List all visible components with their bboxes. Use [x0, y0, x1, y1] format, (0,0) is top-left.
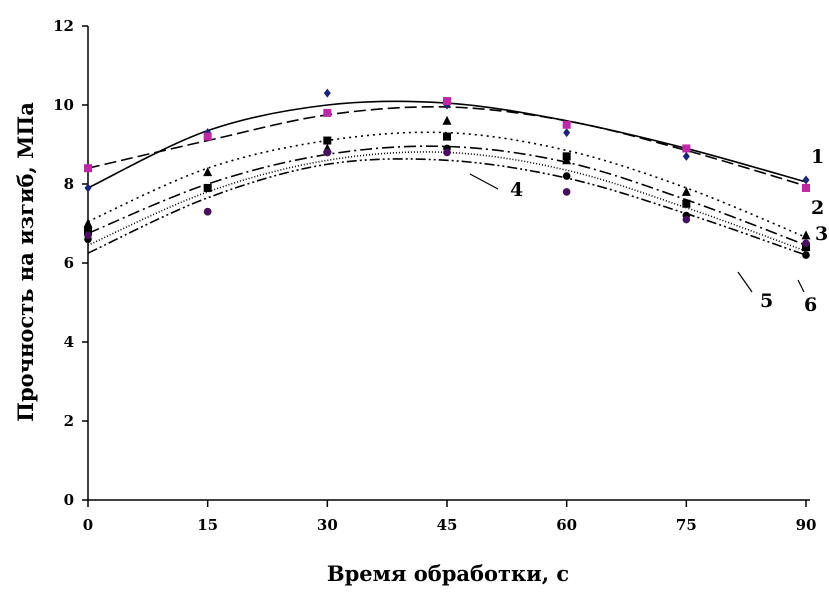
y-axis-title: Прочность на изгиб, МПа: [13, 102, 38, 422]
y-tick-label: 6: [64, 254, 74, 272]
curve-label-5: 5: [760, 290, 773, 312]
x-tick-label: 45: [437, 516, 458, 534]
data-point-series-2: [682, 144, 691, 153]
data-point-series-3: [681, 186, 691, 196]
data-point-series-2: [203, 132, 212, 141]
data-point-series-6: [203, 207, 212, 216]
curve-label-2: 2: [811, 197, 824, 219]
data-point-series-1: [682, 151, 690, 161]
x-tick-label: 15: [197, 516, 218, 534]
data-point-series-4: [802, 243, 810, 252]
data-point-series-4: [323, 136, 332, 145]
data-point-series-1: [563, 128, 571, 138]
data-point-series-3: [442, 115, 452, 125]
data-point-series-3: [801, 230, 811, 240]
x-tick-label: 60: [556, 516, 577, 534]
curve-leader-5: [737, 271, 753, 293]
data-point-series-5: [562, 172, 571, 180]
data-point-series-4: [443, 132, 451, 141]
data-point-series-1: [802, 175, 810, 185]
x-tick-label: 30: [317, 516, 338, 534]
data-point-series-6: [84, 231, 92, 240]
y-tick-label: 10: [53, 96, 74, 114]
x-tick-label: 90: [796, 516, 817, 534]
x-tick-label: 0: [83, 516, 93, 534]
data-point-series-4: [203, 183, 212, 192]
y-tick-label: 0: [64, 491, 74, 509]
x-axis-title: Время обработки, с: [327, 561, 569, 586]
data-point-series-4: [84, 227, 92, 236]
curve-label-4: 4: [510, 179, 523, 201]
data-point-series-5: [802, 251, 810, 259]
data-point-series-6: [443, 148, 451, 157]
curve-label-3: 3: [815, 223, 828, 245]
data-point-series-1: [323, 88, 331, 98]
data-point-series-6: [682, 215, 691, 224]
data-points: [83, 88, 811, 259]
data-point-series-2: [84, 164, 92, 173]
data-point-series-4: [562, 152, 571, 161]
x-tick-label: 75: [676, 516, 697, 534]
curve-leader-6: [797, 279, 805, 293]
data-point-series-3: [83, 218, 93, 228]
y-tick-label: 8: [64, 175, 74, 193]
y-tick-label: 2: [64, 412, 74, 430]
curve-leader-4: [469, 173, 499, 190]
data-point-series-2: [323, 108, 332, 117]
trend-curve-5: [87, 151, 807, 252]
data-point-series-1: [84, 183, 92, 193]
data-point-series-6: [802, 239, 810, 248]
data-point-series-4: [682, 199, 691, 208]
curve-labels: 1 2 3 4 5 6: [469, 146, 828, 316]
y-tick-label: 12: [53, 17, 74, 35]
curve-label-1: 1: [811, 146, 824, 168]
data-point-series-2: [562, 120, 571, 129]
data-point-series-2: [802, 183, 810, 192]
trend-curve-1: [87, 100, 807, 189]
data-point-series-2: [443, 97, 451, 106]
data-point-series-6: [323, 148, 332, 157]
data-point-series-6: [562, 188, 571, 196]
y-tick-label: 4: [64, 333, 74, 351]
trend-curve-6: [87, 158, 807, 256]
data-point-series-3: [203, 167, 213, 177]
curve-label-6: 6: [804, 294, 817, 316]
